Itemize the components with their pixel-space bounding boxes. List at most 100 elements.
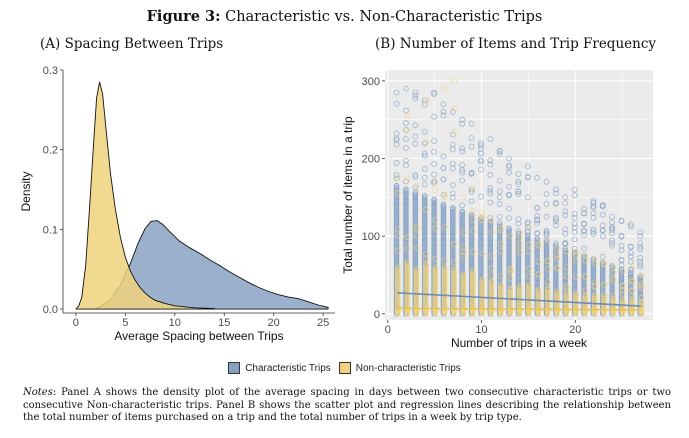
scatter-point-non-characteristic: [469, 278, 476, 285]
scatter-point-non-characteristic: [582, 287, 589, 294]
scatter-point-non-characteristic: [395, 268, 401, 274]
scatter-point-non-characteristic: [526, 282, 532, 288]
scatter-point-characteristic: [440, 230, 447, 237]
scatter-point-characteristic: [450, 208, 456, 215]
scatter-point-characteristic: [506, 191, 512, 198]
scatter-point-non-characteristic: [526, 292, 532, 298]
scatter-point-characteristic: [534, 280, 540, 286]
scatter-point-non-characteristic: [469, 283, 476, 290]
scatter-point-non-characteristic: [395, 271, 401, 278]
scatter-point-non-characteristic: [610, 300, 617, 307]
scatter-point-characteristic: [618, 273, 625, 279]
scatter-point-non-characteristic: [563, 285, 570, 292]
scatter-point-non-characteristic: [413, 283, 420, 290]
scatter-point-characteristic: [468, 223, 475, 230]
scatter-point-non-characteristic: [488, 280, 495, 286]
scatter-point-non-characteristic: [460, 287, 467, 293]
scatter-point-characteristic: [496, 188, 503, 195]
scatter-point-characteristic: [421, 150, 428, 157]
scatter-point-non-characteristic: [404, 263, 410, 269]
scatter-point-characteristic: [478, 237, 484, 244]
scatter-point-non-characteristic: [629, 307, 635, 314]
scatter-point-characteristic: [449, 165, 456, 172]
scatter-point-characteristic: [487, 244, 494, 250]
scatter-point-non-characteristic: [441, 276, 448, 283]
scatter-point-characteristic: [403, 230, 409, 237]
scatter-point-characteristic: [421, 254, 428, 261]
scatter-point-characteristic: [468, 234, 475, 240]
scatter-point-characteristic: [487, 247, 494, 254]
scatter-point-characteristic: [440, 222, 447, 228]
legend-item-characteristic: Characteristic Trips: [228, 362, 331, 374]
scatter-point-non-characteristic: [469, 270, 476, 276]
scatter-point-non-characteristic: [441, 223, 448, 230]
scatter-point-characteristic: [599, 233, 606, 240]
scatter-point-non-characteristic: [526, 248, 532, 255]
scatter-point-non-characteristic: [591, 256, 598, 263]
scatter-point-characteristic: [450, 235, 456, 242]
scatter-point-characteristic: [468, 220, 475, 227]
scatter-point-non-characteristic: [526, 283, 532, 290]
scatter-point-non-characteristic: [460, 278, 467, 285]
scatter-point-characteristic: [440, 165, 447, 172]
scatter-point-characteristic: [581, 268, 587, 274]
scatter-point-non-characteristic: [451, 275, 457, 281]
scatter-point-non-characteristic: [451, 270, 457, 276]
scatter-point-characteristic: [496, 266, 503, 273]
scatter-point-characteristic: [421, 198, 428, 204]
scatter-point-characteristic: [581, 288, 587, 295]
scatter-point-characteristic: [431, 148, 437, 155]
scatter-point-characteristic: [412, 208, 419, 215]
scatter-point-characteristic: [562, 258, 569, 264]
scatter-point-characteristic: [403, 251, 409, 257]
scatter-point-characteristic: [440, 239, 447, 245]
scatter-point-characteristic: [515, 251, 522, 257]
scatter-point-non-characteristic: [432, 302, 439, 308]
scatter-point-characteristic: [468, 230, 475, 237]
scatter-point-characteristic: [515, 181, 522, 187]
scatter-point-characteristic: [562, 270, 569, 276]
scatter-point-characteristic: [487, 242, 494, 249]
scatter-point-characteristic: [421, 152, 428, 159]
scatter-point-non-characteristic: [582, 273, 589, 280]
scatter-point-non-characteristic: [488, 273, 495, 279]
scatter-point-characteristic: [403, 203, 409, 209]
scatter-point-characteristic: [571, 236, 578, 243]
scatter-point-characteristic: [478, 234, 484, 240]
scatter-point-non-characteristic: [413, 270, 420, 276]
scatter-point-characteristic: [609, 276, 615, 283]
scatter-point-characteristic: [524, 229, 531, 235]
scatter-point-non-characteristic: [516, 292, 523, 298]
scatter-point-non-characteristic: [638, 294, 645, 301]
scatter-point-characteristic: [412, 263, 419, 269]
scatter-point-characteristic: [450, 232, 456, 238]
scatter-point-characteristic: [506, 234, 512, 240]
scatter-point-non-characteristic: [404, 295, 410, 302]
scatter-point-characteristic: [553, 261, 559, 268]
scatter-point-characteristic: [478, 241, 484, 247]
scatter-point-non-characteristic: [394, 232, 401, 239]
scatter-point-non-characteristic: [460, 273, 467, 279]
scatter-point-characteristic: [421, 232, 428, 238]
scatter-point-characteristic: [403, 194, 409, 201]
scatter-point-non-characteristic: [563, 248, 570, 255]
scatter-point-characteristic: [515, 271, 522, 278]
legend-swatch-characteristic: [228, 362, 241, 374]
scatter-point-characteristic: [506, 244, 512, 250]
scatter-point-non-characteristic: [610, 278, 617, 285]
scatter-point-characteristic: [393, 182, 400, 189]
scatter-point-characteristic: [431, 171, 437, 178]
scatter-point-characteristic: [431, 234, 437, 240]
scatter-point-characteristic: [590, 228, 597, 235]
scatter-point-characteristic: [534, 249, 540, 256]
scatter-point-characteristic: [571, 229, 578, 235]
scatter-point-non-characteristic: [395, 264, 401, 271]
scatter-point-characteristic: [552, 222, 559, 229]
scatter-point-characteristic: [525, 235, 531, 242]
scatter-point-non-characteristic: [451, 273, 457, 279]
scatter-point-characteristic: [506, 266, 512, 273]
scatter-point-characteristic: [627, 221, 634, 228]
scatter-point-characteristic: [403, 220, 409, 227]
scatter-point-characteristic: [618, 283, 625, 290]
scatter-point-characteristic: [403, 189, 409, 196]
